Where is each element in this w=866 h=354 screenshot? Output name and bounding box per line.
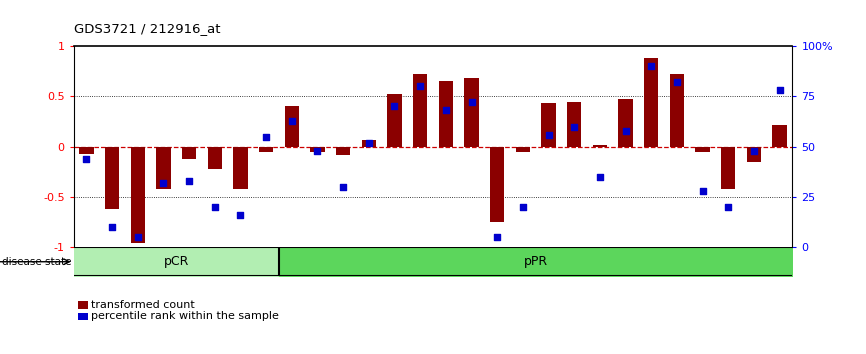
Point	[439, 108, 453, 113]
Bar	[669, 74, 684, 147]
Point	[157, 180, 171, 186]
Point	[593, 174, 607, 180]
Point	[670, 79, 684, 85]
Bar	[593, 145, 607, 147]
Point	[105, 224, 119, 230]
Point	[490, 234, 504, 240]
Bar	[285, 107, 299, 147]
Bar	[259, 147, 273, 152]
Text: disease state: disease state	[2, 257, 71, 267]
Bar	[644, 58, 658, 147]
Bar	[746, 147, 761, 162]
Bar	[516, 147, 530, 152]
Bar	[182, 147, 197, 159]
Text: transformed count: transformed count	[91, 300, 195, 310]
Bar	[310, 147, 325, 152]
Bar	[362, 139, 376, 147]
Point	[311, 148, 325, 154]
Text: pCR: pCR	[164, 255, 189, 268]
Bar	[439, 81, 453, 147]
Point	[618, 128, 632, 133]
Bar	[80, 147, 94, 154]
Bar	[541, 103, 556, 147]
Point	[644, 63, 658, 69]
Text: percentile rank within the sample: percentile rank within the sample	[91, 312, 279, 321]
Bar	[336, 147, 350, 155]
Point	[721, 204, 735, 210]
Point	[464, 99, 478, 105]
Bar	[157, 147, 171, 189]
Bar	[208, 147, 222, 169]
Point	[541, 132, 555, 137]
Bar	[618, 99, 632, 147]
Point	[772, 87, 786, 93]
Point	[234, 212, 248, 218]
Point	[259, 134, 273, 139]
Point	[516, 204, 530, 210]
Point	[80, 156, 94, 161]
Bar	[464, 78, 479, 147]
Point	[362, 140, 376, 145]
Point	[131, 234, 145, 240]
Point	[182, 178, 196, 184]
Point	[285, 118, 299, 123]
Point	[208, 204, 222, 210]
Point	[413, 84, 427, 89]
Point	[388, 104, 402, 109]
Bar	[772, 125, 786, 147]
Point	[567, 124, 581, 129]
Bar	[567, 102, 581, 147]
Point	[695, 188, 709, 194]
Text: pPR: pPR	[524, 255, 548, 268]
Bar	[387, 94, 402, 147]
Bar	[234, 147, 248, 189]
Bar	[131, 147, 145, 243]
Bar	[490, 147, 504, 222]
Text: GDS3721 / 212916_at: GDS3721 / 212916_at	[74, 22, 220, 35]
Bar	[413, 74, 427, 147]
Point	[747, 148, 761, 154]
Bar	[105, 147, 120, 209]
Point	[336, 184, 350, 190]
Bar	[695, 147, 709, 152]
Bar	[721, 147, 735, 189]
